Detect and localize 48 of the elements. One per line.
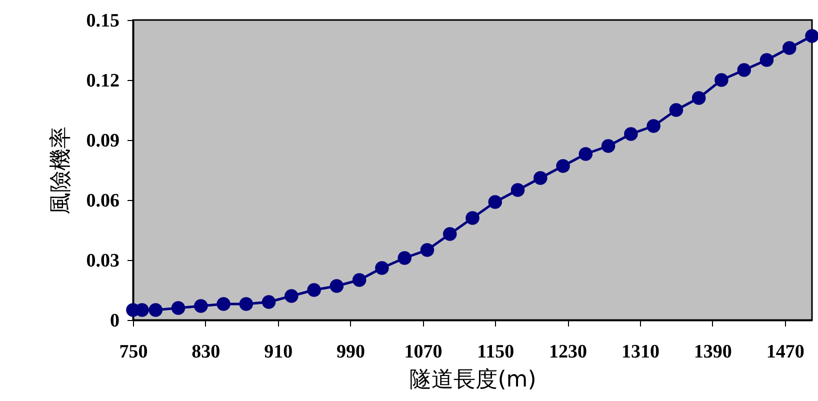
- x-tick-label: 1470: [766, 342, 804, 362]
- point: [194, 299, 208, 313]
- point: [714, 73, 728, 87]
- y-tick-label: 0.06: [86, 190, 120, 212]
- x-tick-label: 910: [264, 342, 293, 362]
- y-tick-label: 0.03: [86, 250, 120, 272]
- point: [352, 273, 366, 287]
- x-tick-label: 750: [119, 342, 148, 362]
- point: [760, 53, 774, 67]
- y-tick-label: 0: [110, 310, 120, 332]
- point: [624, 127, 638, 141]
- point: [171, 301, 186, 315]
- x-tick-label: 1310: [621, 342, 660, 362]
- point: [466, 211, 480, 225]
- point: [646, 119, 660, 133]
- x-tick-label: 1230: [549, 342, 588, 362]
- point: [692, 91, 706, 105]
- x-tick-label: 1390: [694, 342, 732, 362]
- point: [601, 139, 616, 153]
- point: [216, 297, 230, 311]
- point: [239, 297, 254, 311]
- point: [510, 183, 525, 197]
- y-tick-label: 0.15: [86, 10, 120, 32]
- point: [330, 279, 344, 293]
- point: [488, 195, 502, 209]
- point: [556, 159, 570, 173]
- y-axis-title: 風險機率: [48, 126, 74, 214]
- y-tick-label: 0.09: [86, 130, 120, 152]
- point: [805, 29, 818, 43]
- x-tick-label: 1150: [477, 342, 514, 362]
- x-axis-title: 隧道長度(m): [410, 368, 536, 392]
- point: [420, 243, 434, 257]
- point: [534, 171, 548, 185]
- x-tick-label: 990: [336, 342, 366, 362]
- x-tick-label: 1070: [404, 342, 442, 362]
- point: [375, 261, 389, 275]
- point: [284, 289, 298, 303]
- point: [578, 147, 593, 161]
- point: [782, 41, 796, 55]
- point: [307, 283, 321, 297]
- point: [737, 63, 751, 77]
- point: [442, 227, 457, 241]
- y-tick-label: 0.12: [86, 70, 120, 92]
- point: [262, 295, 276, 309]
- point: [398, 251, 412, 265]
- x-tick-label: 830: [192, 342, 220, 362]
- point: [148, 303, 163, 317]
- point: [669, 103, 684, 117]
